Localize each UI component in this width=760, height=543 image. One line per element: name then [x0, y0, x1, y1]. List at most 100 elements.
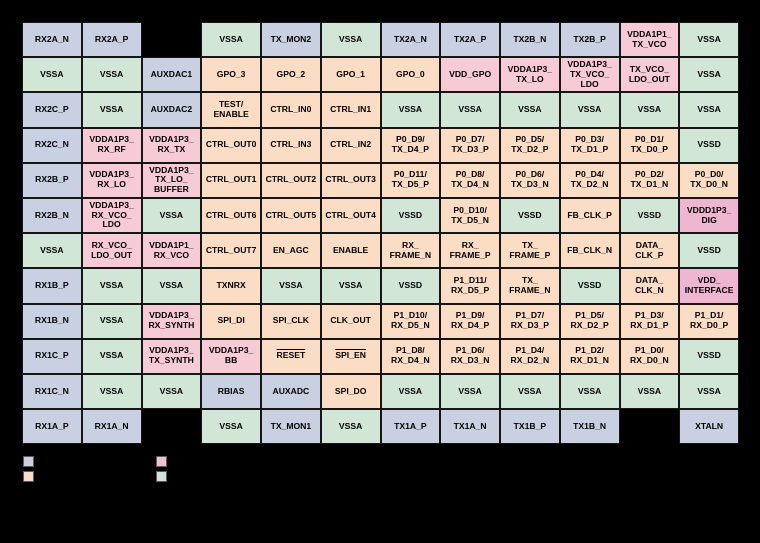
pin-vssa: VSSA — [380, 373, 441, 410]
pin-label: VSSA — [99, 279, 124, 290]
pin-label: VSSA — [99, 385, 124, 396]
pin-p0-d11-tx-d5-p: P0_D11/ TX_D5_P — [380, 162, 441, 198]
pin-ctrl-out4: CTRL_OUT4 — [320, 197, 381, 234]
pin-label: CTRL_OUT0 — [205, 139, 257, 150]
pin-label: VSSD — [697, 139, 721, 150]
pin-vssa: VSSA — [500, 92, 560, 128]
pin-vssa: VSSA — [500, 373, 560, 410]
pin-reset: RESET — [261, 338, 321, 374]
pin-label: VSSA — [338, 33, 363, 44]
pin-label: VDDA1P3_ RX_LO — [89, 169, 134, 190]
legend-swatch-pwr — [156, 456, 167, 467]
pin-vssa: VSSA — [679, 57, 739, 93]
pin-label: AUXDAC1 — [150, 68, 193, 79]
pin-label: RX1B_N — [34, 315, 69, 326]
pin-tx-mon2: TX_MON2 — [261, 22, 321, 58]
pin-p0-d10-tx-d5-n: P0_D10/ TX_D5_N — [440, 197, 500, 234]
pin-ctrl-out5: CTRL_OUT5 — [261, 197, 321, 234]
pin-p1-d9-rx-d4-p: P1_D9/ RX_D4_P — [440, 303, 500, 339]
pin-label: P1_D2/ RX_D1_N — [570, 345, 609, 366]
pin-label: GPO_1 — [336, 68, 365, 79]
pin-vssd: VSSD — [380, 197, 441, 234]
pin-ctrl-in3: CTRL_IN3 — [261, 127, 321, 163]
pin-rx1c-n: RX1C_N — [22, 373, 82, 410]
pin-spi-en: SPI_EN — [320, 338, 381, 374]
pin-label: VSSA — [40, 68, 64, 79]
pin-vdd-interface: VDD_ INTERFACE — [679, 268, 739, 304]
pin-label: CTRL_OUT1 — [205, 174, 257, 185]
pin-tx2b-p: TX2B_P — [559, 22, 620, 58]
pin-label: SPI_EN — [335, 350, 366, 361]
pin-label: VSSA — [338, 420, 363, 431]
pin-gpo-1: GPO_1 — [320, 57, 381, 93]
pin-data-clk-n: DATA_ CLK_N — [619, 268, 680, 304]
pin-p0-d4-tx-d2-n: P0_D4/ TX_D2_N — [559, 162, 620, 198]
pin-label: VSSA — [99, 315, 124, 326]
pin-label: TX_VCO_ LDO_OUT — [628, 63, 670, 84]
pin-p1-d7-rx-d3-p: P1_D7/ RX_D3_P — [500, 303, 560, 339]
pin-label: P0_D0/ TX_D0_N — [690, 169, 728, 190]
pin-label: VSSA — [518, 385, 542, 396]
pin-label: P1_D11/ RX_D5_P — [451, 275, 490, 295]
pin-label: DATA_ CLK_N — [635, 275, 664, 295]
pin-label: TX1B_P — [513, 420, 547, 431]
pin-label: VDDA1P1_ RX_VCO — [149, 239, 194, 260]
pin-label: GPO_3 — [216, 68, 246, 79]
pin-label: RX1C_P — [35, 350, 69, 361]
pin-label: RX2A_P — [94, 33, 129, 44]
pin-label: P1_D10/ RX_D5_N — [391, 310, 430, 331]
pin-label: RX1A_P — [35, 420, 69, 431]
pin-label: RX_VCO_ LDO_OUT — [91, 239, 133, 260]
pin-vssa: VSSA — [440, 373, 500, 410]
pin-label: VSSA — [697, 385, 721, 396]
pin-clk-out: CLK_OUT — [320, 303, 381, 339]
pin-label: VSSA — [99, 350, 124, 361]
pin-p1-d10-rx-d5-n: P1_D10/ RX_D5_N — [380, 303, 441, 339]
pin-vdda1p3-rx-tx: VDDA1P3_ RX_TX — [141, 127, 202, 163]
pin-label: CTRL_OUT7 — [205, 244, 257, 255]
pin-vssa: VSSA — [559, 373, 620, 410]
pin-label: GPO_2 — [276, 68, 306, 79]
pin-label: RX1A_N — [94, 420, 129, 431]
empty-ball-position — [142, 409, 202, 444]
pin-label: CTRL_OUT6 — [205, 209, 257, 220]
pin-ctrl-out2: CTRL_OUT2 — [261, 162, 321, 198]
pin-label: VDDA1P3_ BB — [208, 345, 254, 366]
pin-auxdac2: AUXDAC2 — [141, 92, 202, 128]
pin-label: P0_D4/ TX_D2_N — [570, 169, 609, 190]
pin-label: P1_D0/ RX_D0_N — [630, 345, 669, 366]
pin-label: CLK_OUT — [330, 315, 371, 326]
pin-p0-d8-tx-d4-n: P0_D8/ TX_D4_N — [440, 162, 500, 198]
pin-vssa: VSSA — [81, 268, 142, 304]
pin-label: VDDA1P3_ TX_SYNTH — [148, 345, 194, 366]
pin-label: VSSA — [577, 385, 602, 396]
pin-label: VDDA1P3_ RX_RF — [89, 134, 134, 155]
pin-label: P0_D7/ TX_D3_P — [451, 134, 489, 155]
pin-gpo-0: GPO_0 — [380, 57, 441, 93]
pin-label: ENABLE — [332, 244, 369, 255]
pin-vssa: VSSA — [380, 92, 441, 128]
pin-label: GPO_0 — [396, 68, 425, 79]
pin-vssa: VSSA — [22, 233, 82, 269]
pin-rx2a-p: RX2A_P — [81, 22, 142, 58]
pin-label: TX2A_N — [393, 33, 427, 44]
pin-label: CTRL_OUT5 — [265, 209, 317, 220]
pin-vssa: VSSA — [261, 268, 321, 304]
legend-swatch-rf — [23, 456, 34, 467]
pin-vssa: VSSA — [440, 92, 500, 128]
pin-vdda1p1-rx-vco: VDDA1P1_ RX_VCO — [141, 233, 202, 269]
pin-vssa: VSSA — [679, 373, 739, 410]
pin-label: P1_D5/ RX_D2_P — [570, 310, 609, 331]
pin-rx2c-n: RX2C_N — [22, 127, 82, 163]
pin-en-agc: EN_AGC — [261, 233, 321, 269]
pin-vddd1p3-dig: VDDD1P3_ DIG — [679, 197, 739, 234]
pin-xtaln: XTALN — [679, 409, 739, 445]
pin-label: SPI_DI — [217, 315, 245, 326]
pin-test-enable: TEST/ ENABLE — [201, 92, 261, 128]
pin-label: VSSA — [99, 104, 124, 115]
pin-vdda1p1-tx-vco: VDDA1P1_ TX_VCO — [619, 22, 680, 58]
pin-vdda1p3-tx-vco-ldo: VDDA1P3_ TX_VCO_ LDO — [559, 57, 620, 93]
pin-label: VSSA — [637, 385, 662, 396]
pin-label: P1_D3/ RX_D1_P — [630, 310, 669, 331]
